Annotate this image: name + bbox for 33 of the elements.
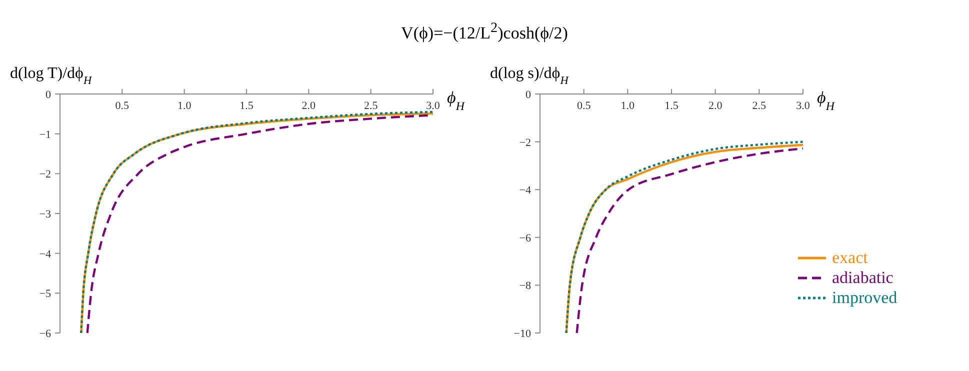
y-tick-label: −4 <box>519 184 532 197</box>
y-tick-label: 0 <box>526 89 532 101</box>
y-axis-title: d(log s)/dϕ$_{H}$ <box>490 65 570 87</box>
y-tick-label: −6 <box>39 328 52 340</box>
y-tick-label: −3 <box>39 208 52 220</box>
x-axis-title: ϕ$_{H}$ <box>817 88 836 113</box>
text: V(ϕ)=−(12/L$^{2}$)cosh(ϕ/2) <box>400 19 569 45</box>
x-tick-label: 0.5 <box>576 100 592 112</box>
x-axis-title: ϕ$_{H}$ <box>447 88 466 113</box>
x-tick-label: 1.5 <box>664 100 679 112</box>
legend-label: adiabatic <box>832 268 894 288</box>
y-tick-label: 0 <box>46 89 52 101</box>
y-tick-label: −8 <box>519 280 532 292</box>
x-tick-label: 1.0 <box>177 100 192 112</box>
x-tick-label: 3.0 <box>796 100 810 112</box>
y-tick-label: −5 <box>39 288 52 300</box>
legend-label: exact <box>832 248 868 268</box>
y-tick-label: −1 <box>39 128 51 141</box>
y-tick-label: −2 <box>519 136 531 149</box>
y-axis-title: d(log T)/dϕ$_{H}$ <box>10 65 92 87</box>
x-tick-label: 2.0 <box>708 100 723 112</box>
y-tick-label: −2 <box>39 168 51 181</box>
x-tick-label: 1.5 <box>240 100 254 112</box>
y-tick-label: −10 <box>514 328 532 340</box>
x-tick-label: 2.0 <box>302 100 316 112</box>
x-tick-label: 3.0 <box>426 100 440 112</box>
legend-label: improved <box>832 288 898 308</box>
y-tick-label: −6 <box>519 232 532 244</box>
x-tick-label: 2.5 <box>364 100 378 112</box>
x-tick-label: 0.5 <box>115 100 130 112</box>
x-tick-label: 1.0 <box>620 100 636 112</box>
x-tick-label: 2.5 <box>752 100 767 112</box>
y-tick-label: −4 <box>39 248 52 260</box>
